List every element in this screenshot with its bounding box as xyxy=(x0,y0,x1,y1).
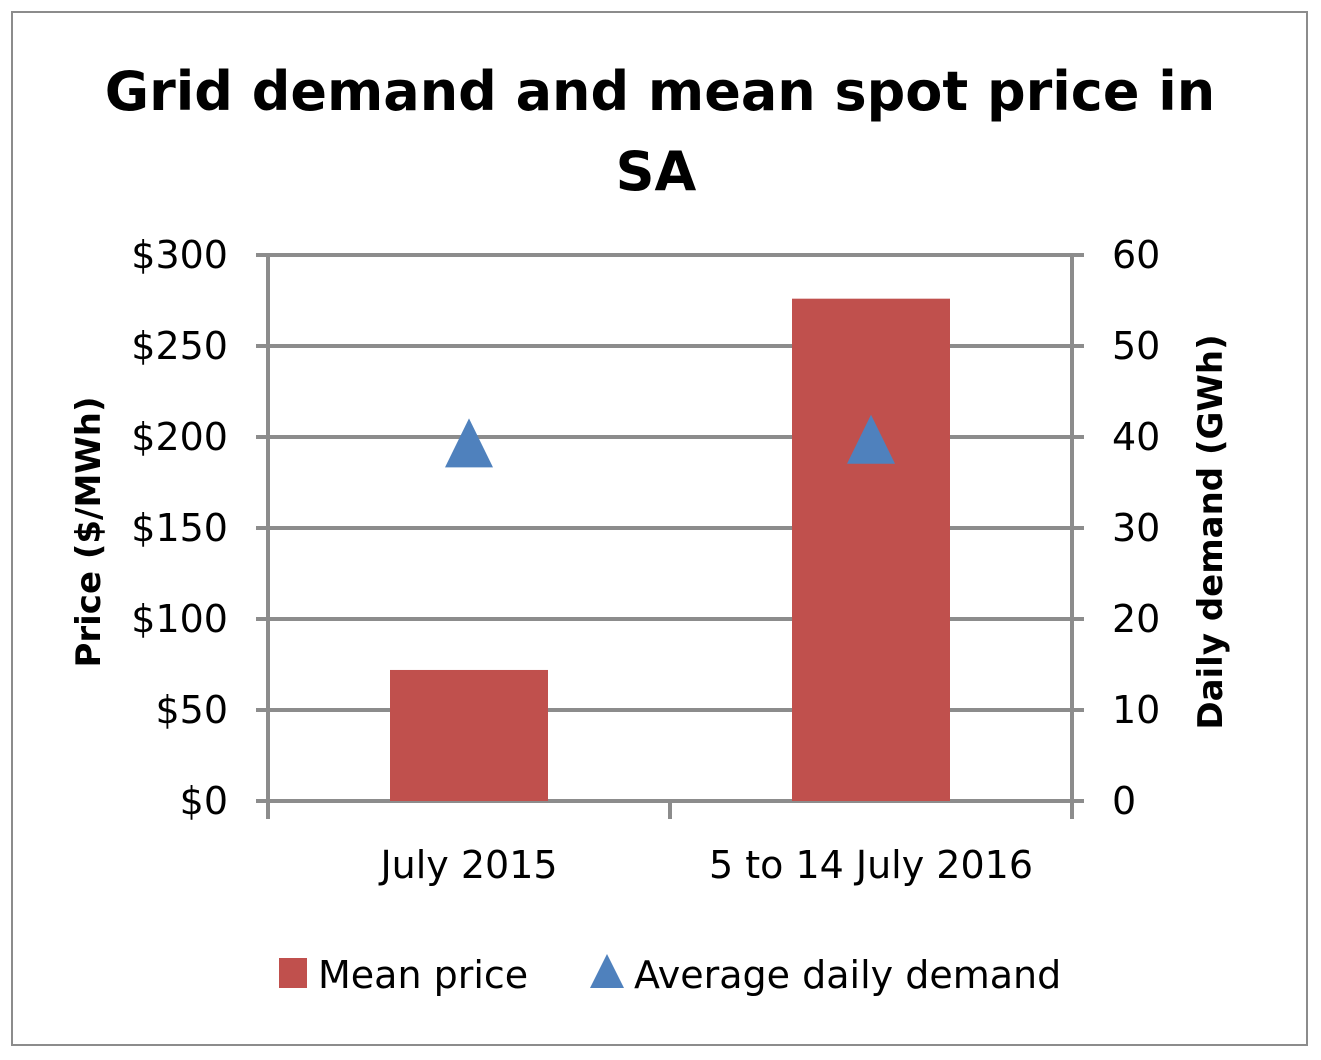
bar-mean-price xyxy=(792,298,950,801)
y2-tick-label: 30 xyxy=(1112,506,1160,550)
y2-tick-label: 0 xyxy=(1112,779,1136,823)
legend-triangle-icon xyxy=(590,954,624,988)
y2-tick-label: 20 xyxy=(1112,597,1160,641)
y-tick-label: $150 xyxy=(131,506,228,550)
marker-average-daily-demand xyxy=(847,414,895,464)
y-tick-label: $300 xyxy=(131,233,228,277)
y-axis-label: Price ($/MWh) xyxy=(69,396,109,667)
chart-title-line-1: Grid demand and mean spot price in xyxy=(105,60,1215,123)
y2-tick-label: 10 xyxy=(1112,688,1160,732)
legend-label-mean-price: Mean price xyxy=(318,953,528,997)
y-tick-label: $200 xyxy=(131,415,228,459)
x-tick-label: 5 to 14 July 2016 xyxy=(709,843,1033,887)
bar-mean-price xyxy=(390,669,548,801)
y-tick-label: $50 xyxy=(155,688,228,732)
y-tick-label: $250 xyxy=(131,324,228,368)
y2-tick-label: 60 xyxy=(1112,233,1160,277)
y-tick-label: $0 xyxy=(180,779,228,823)
chart-title-line-2: SA xyxy=(616,140,697,203)
legend: Mean price Average daily demand xyxy=(279,953,1061,997)
legend-label-average-daily-demand: Average daily demand xyxy=(634,953,1061,997)
y2-tick-label: 50 xyxy=(1112,324,1160,368)
y-tick-label: $100 xyxy=(131,597,228,641)
y2-axis-label: Daily demand (GWh) xyxy=(1191,334,1231,729)
chart-frame xyxy=(11,11,1308,1046)
legend-swatch-mean-price xyxy=(279,958,307,988)
y2-tick-label: 40 xyxy=(1112,415,1160,459)
x-tick-label: July 2015 xyxy=(378,843,557,887)
marker-average-daily-demand xyxy=(445,418,493,468)
